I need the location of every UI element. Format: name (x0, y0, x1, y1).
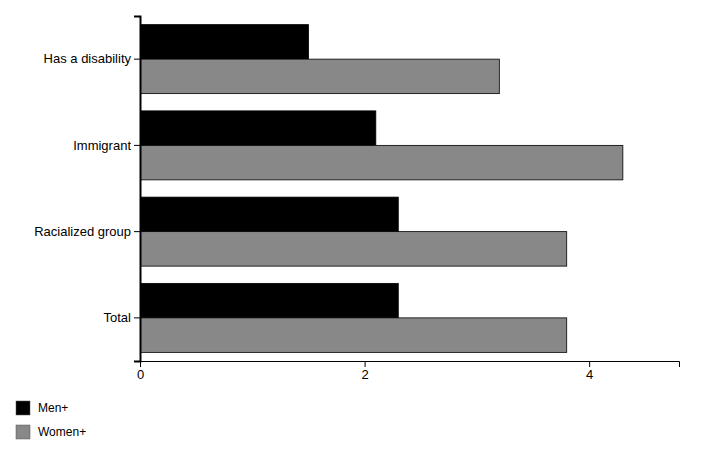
bar (140, 232, 567, 267)
legend-item: Men+ (16, 401, 68, 415)
x-tick-label: 0 (137, 367, 144, 382)
y-tick-label: Has a disability (44, 51, 132, 66)
legend: Men+ Women+ (16, 401, 86, 439)
y-tick-label: Total (104, 310, 132, 325)
bar (140, 283, 398, 318)
y-axis-line (134, 17, 141, 362)
y-tick-mark (134, 59, 140, 60)
bar (140, 25, 308, 60)
bar (140, 318, 567, 353)
bar (140, 197, 398, 232)
bar (140, 111, 376, 146)
x-tick: 4 (586, 361, 593, 382)
chart: 0 2 4 Has a disability Immigrant Racialized g… (0, 0, 709, 461)
y-axis: Has a disability Immigrant Racialized grou… (34, 17, 140, 362)
legend-label: Women+ (38, 425, 86, 439)
x-tick-mark (365, 361, 366, 367)
y-tick-label: Immigrant (73, 138, 131, 153)
legend-label: Men+ (38, 401, 68, 415)
x-tick: 2 (361, 361, 368, 382)
x-tick-mark (589, 361, 590, 367)
bar (140, 59, 499, 94)
bar (140, 145, 623, 180)
x-tick-label: 2 (361, 367, 368, 382)
legend-swatch (16, 425, 30, 439)
legend-swatch (16, 401, 30, 415)
x-axis-line (141, 362, 680, 368)
y-tick: Immigrant (73, 138, 140, 153)
x-tick: 0 (137, 361, 144, 382)
x-axis: 0 2 4 (137, 361, 680, 382)
y-tick: Has a disability (44, 51, 140, 66)
y-tick: Total (104, 310, 140, 325)
y-tick-mark (134, 317, 140, 318)
x-tick-label: 4 (586, 367, 593, 382)
y-tick-mark (134, 231, 140, 232)
plot: 0 2 4 Has a disability Immigrant Racialized g… (34, 17, 679, 383)
y-tick-label: Racialized group (34, 224, 131, 239)
y-tick: Racialized group (34, 224, 140, 239)
y-tick-mark (134, 145, 140, 146)
legend-item: Women+ (16, 425, 86, 439)
bars (140, 25, 623, 353)
